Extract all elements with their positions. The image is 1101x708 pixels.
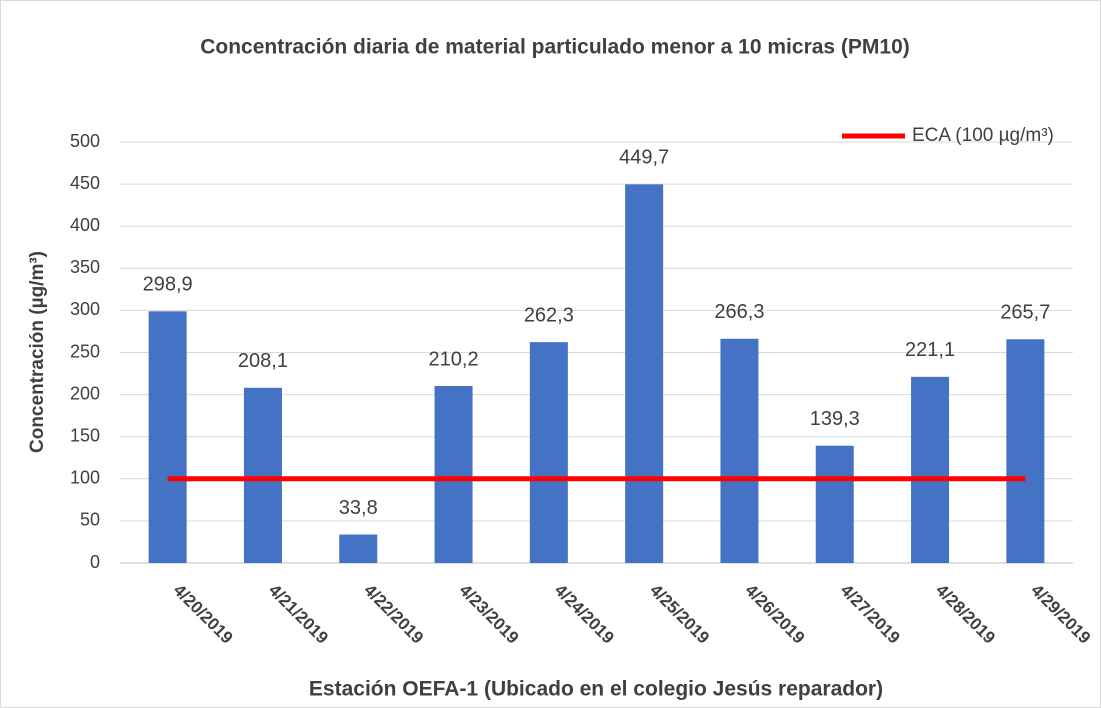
- data-label: 33,8: [339, 497, 378, 519]
- data-label: 208,1: [238, 350, 288, 372]
- bar: [720, 338, 759, 563]
- y-tick-label: 250: [70, 341, 100, 361]
- data-label: 262,3: [524, 304, 574, 326]
- bar: [815, 445, 854, 563]
- y-tick-label: 50: [80, 510, 100, 530]
- data-label: 265,7: [1000, 302, 1050, 324]
- y-tick-label: 300: [70, 299, 100, 319]
- data-label: 298,9: [143, 274, 193, 296]
- bar: [625, 184, 664, 563]
- y-tick-label: 0: [90, 552, 100, 572]
- y-tick-label: 200: [70, 383, 100, 403]
- data-label: 221,1: [905, 339, 955, 361]
- y-tick-label: 350: [70, 257, 100, 277]
- data-label: 449,7: [619, 147, 669, 169]
- y-tick-label: 500: [70, 131, 100, 151]
- bar: [911, 376, 950, 563]
- chart-title: Concentración diaria de material particu…: [200, 36, 910, 59]
- y-tick-label: 450: [70, 173, 100, 193]
- data-label: 266,3: [714, 301, 764, 323]
- bar: [529, 342, 568, 563]
- bar: [1006, 339, 1045, 563]
- y-tick-label: 150: [70, 425, 100, 445]
- legend-label: ECA (100 µg/m³): [912, 125, 1054, 146]
- y-axis-title: Concentración (µg/m³): [27, 251, 48, 453]
- data-label: 210,2: [429, 348, 479, 370]
- x-axis-title: Estación OEFA-1 (Ubicado en el colegio J…: [309, 678, 883, 701]
- data-label: 139,3: [810, 408, 860, 430]
- bar: [148, 311, 187, 563]
- y-tick-label: 400: [70, 215, 100, 235]
- bar: [434, 386, 473, 563]
- y-tick-label: 100: [70, 468, 100, 488]
- bar: [339, 534, 378, 563]
- bar: [243, 387, 282, 563]
